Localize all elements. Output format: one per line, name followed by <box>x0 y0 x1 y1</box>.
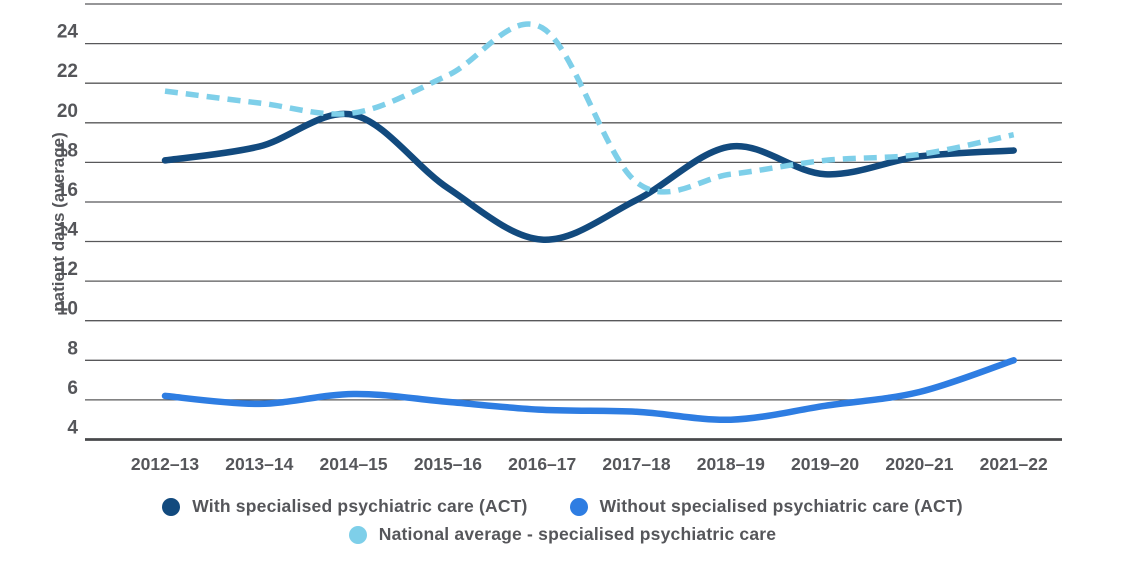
legend-item-with-specialised: With specialised psychiatric care (ACT) <box>162 496 527 517</box>
x-tick-label: 2020–21 <box>885 454 953 474</box>
legend-item-national-average: National average - specialised psychiatr… <box>348 524 777 545</box>
legend-row-2: National average - specialised psychiatr… <box>348 524 777 545</box>
y-tick-label: 12 <box>57 259 78 280</box>
legend-row-1: With specialised psychiatric care (ACT) … <box>162 496 963 517</box>
y-axis-title: patient days (average) <box>49 132 68 312</box>
x-tick-label: 2015–16 <box>414 454 482 474</box>
y-tick-label: 10 <box>57 299 78 320</box>
y-tick-label: 18 <box>57 140 78 161</box>
series-line-2 <box>164 21 1015 195</box>
x-tick-label: 2021–22 <box>980 454 1048 474</box>
x-tick-label: 2016–17 <box>508 454 576 474</box>
x-tick-label: 2017–18 <box>602 454 670 474</box>
x-tick-label: 2018–19 <box>697 454 765 474</box>
y-tick-label: 22 <box>57 61 78 82</box>
legend-label-national-average: National average - specialised psychiatr… <box>378 524 777 544</box>
y-tick-label: 14 <box>57 220 79 241</box>
x-tick-label: 2014–15 <box>320 454 388 474</box>
legend-swatch-with-specialised <box>162 497 181 516</box>
legend-swatch-without-specialised <box>569 497 588 516</box>
y-tick-label: 4 <box>67 418 78 439</box>
x-tick-label: 2019–20 <box>791 454 859 474</box>
y-tick-label: 8 <box>67 338 78 359</box>
y-tick-label: 20 <box>57 101 78 122</box>
y-tick-label: 16 <box>57 180 78 201</box>
x-tick-label: 2013–14 <box>225 454 293 474</box>
y-tick-label: 24 <box>57 22 79 43</box>
series-line-1 <box>161 357 1017 424</box>
line-chart: 24 22 20 18 16 14 12 10 8 6 4 2012–13 2013–14 2014–15… <box>49 3 1062 474</box>
x-tick-label: 2012–13 <box>131 454 199 474</box>
legend-label-without-specialised: Without specialised psychiatric care (AC… <box>599 496 963 516</box>
series-line-0 <box>161 110 1017 243</box>
legend-label-with-specialised: With specialised psychiatric care (ACT) <box>192 496 528 516</box>
legend-item-without-specialised: Without specialised psychiatric care (AC… <box>569 496 963 517</box>
legend-swatch-national-average <box>348 525 367 544</box>
y-tick-label: 6 <box>67 378 78 399</box>
legend: With specialised psychiatric care (ACT) … <box>0 496 1125 545</box>
